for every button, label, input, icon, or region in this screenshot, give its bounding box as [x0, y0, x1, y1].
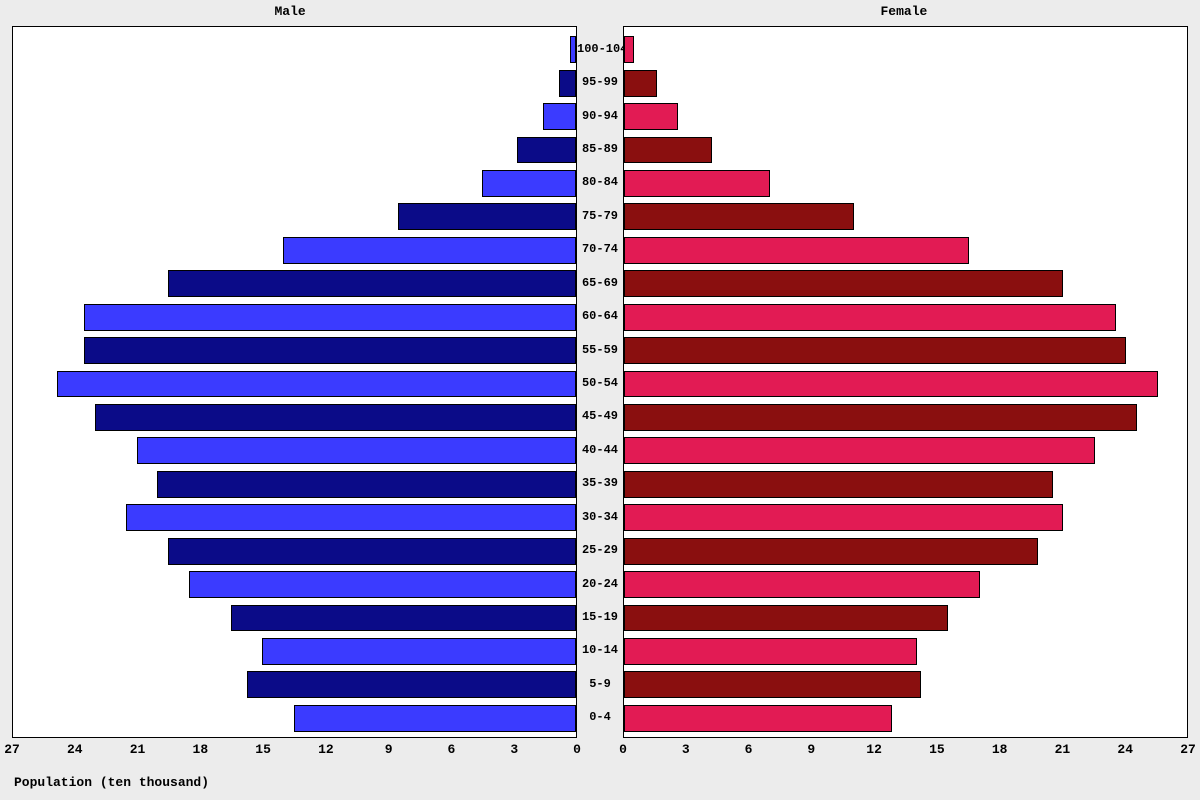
bar-row: [12, 570, 1188, 597]
x-tick: 0: [619, 742, 627, 757]
bar-row: [12, 503, 1188, 530]
x-tick: 12: [318, 742, 334, 757]
bar-row: [12, 336, 1188, 363]
x-tick: 21: [130, 742, 146, 757]
bar-row: [12, 436, 1188, 463]
heading-male: Male: [275, 4, 306, 19]
x-tick: 3: [510, 742, 518, 757]
bar-row: [12, 236, 1188, 263]
bars-container: [12, 26, 1188, 738]
bar-row: [12, 202, 1188, 229]
bar-row: [12, 269, 1188, 296]
chart-area: Male Female 100-10495-9990-9485-8980-847…: [12, 4, 1188, 760]
x-tick: 18: [193, 742, 209, 757]
heading-female: Female: [881, 4, 928, 19]
bar-row: [12, 537, 1188, 564]
bar-row: [12, 637, 1188, 664]
bar-row: [12, 102, 1188, 129]
x-tick: 24: [1117, 742, 1133, 757]
bar-row: [12, 604, 1188, 631]
x-tick: 15: [929, 742, 945, 757]
page-root: Male Female 100-10495-9990-9485-8980-847…: [0, 0, 1200, 800]
bar-row: [12, 303, 1188, 330]
bar-row: [12, 704, 1188, 731]
x-axis-ticks: 27242118151296300369121518212427: [12, 740, 1188, 758]
bar-row: [12, 470, 1188, 497]
bar-row: [12, 403, 1188, 430]
bar-row: [12, 136, 1188, 163]
x-tick: 18: [992, 742, 1008, 757]
x-tick: 15: [255, 742, 271, 757]
x-tick: 3: [682, 742, 690, 757]
bar-row: [12, 370, 1188, 397]
x-tick: 6: [448, 742, 456, 757]
x-tick: 21: [1055, 742, 1071, 757]
x-tick: 9: [807, 742, 815, 757]
x-tick: 6: [745, 742, 753, 757]
chart-headings: Male Female: [12, 4, 1188, 24]
bar-row: [12, 35, 1188, 62]
bar-row: [12, 169, 1188, 196]
bar-row: [12, 670, 1188, 697]
x-tick: 12: [866, 742, 882, 757]
x-tick: 27: [1180, 742, 1196, 757]
x-tick: 24: [67, 742, 83, 757]
x-tick: 9: [385, 742, 393, 757]
x-tick: 0: [573, 742, 581, 757]
x-tick: 27: [4, 742, 20, 757]
x-axis-label: Population (ten thousand): [14, 775, 209, 790]
bar-row: [12, 69, 1188, 96]
